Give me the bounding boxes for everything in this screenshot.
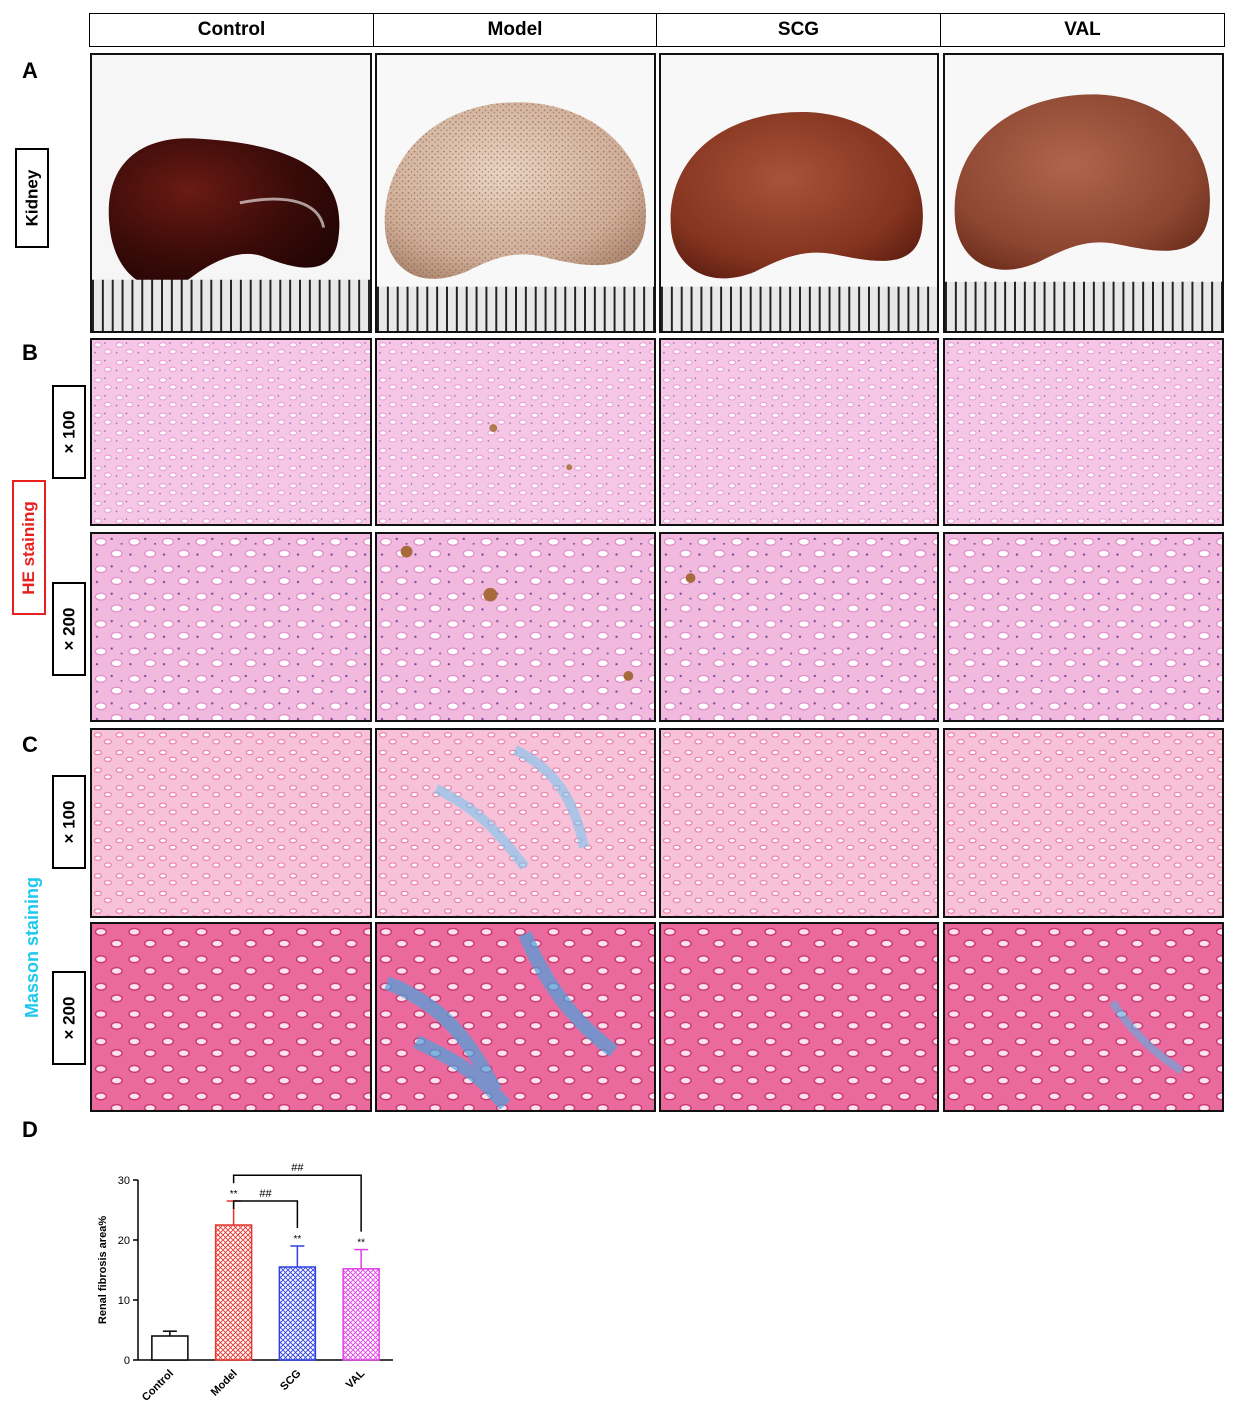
masson-200-scg — [659, 922, 939, 1112]
column-header-scg: SCG — [657, 13, 941, 47]
he-200-scg — [659, 532, 939, 722]
comparison-label: ## — [291, 1162, 304, 1174]
significance-mark: ** — [230, 1189, 238, 1200]
bar-val — [342, 1268, 380, 1361]
significance-mark: ** — [357, 1238, 365, 1249]
row-label-he-staining: HE staining — [12, 480, 46, 615]
comparison-bracket — [232, 1174, 362, 1232]
he-100-model — [375, 338, 656, 526]
panel-letter-c: C — [22, 732, 38, 757]
mag-masson-200-text: × 200 — [59, 996, 79, 1040]
masson-200-val — [943, 922, 1224, 1112]
he-100-control — [90, 338, 372, 526]
panel-letter-b: B — [22, 340, 38, 365]
x-tick-label: VAL — [344, 1367, 368, 1391]
mag-label-he-200: × 200 — [52, 582, 86, 676]
panel-letter-a: A — [22, 58, 38, 83]
mag-masson-100-text: × 100 — [59, 800, 79, 844]
mag-he-200-text: × 200 — [59, 607, 79, 651]
y-tick-label: 10 — [118, 1295, 130, 1307]
he-label-text: HE staining — [19, 500, 39, 595]
he-100-val — [943, 338, 1224, 526]
mag-label-masson-100: × 100 — [52, 775, 86, 869]
mag-he-100-text: × 100 — [59, 410, 79, 454]
masson-label-text: Masson staining — [22, 876, 43, 1019]
masson-100-control — [90, 728, 372, 918]
y-tick-label: 20 — [118, 1235, 130, 1247]
fibrosis-bar-chart: 0 10 20 30 Renal fibrosis area% Control ** Mode… — [88, 1130, 408, 1420]
y-tick-label: 0 — [124, 1355, 130, 1367]
column-header-val: VAL — [941, 13, 1225, 47]
x-tick-label: SCG — [278, 1368, 303, 1393]
significance-mark: ** — [293, 1234, 301, 1245]
column-header-control: Control — [89, 13, 374, 47]
fibrosis-chart-svg: 0 10 20 30 Renal fibrosis area% Control ** Mode… — [97, 1162, 393, 1404]
kidney-photo-control — [90, 53, 372, 333]
column-header-model: Model — [374, 13, 657, 47]
mag-label-masson-200: × 200 — [52, 971, 86, 1065]
masson-200-model — [375, 922, 656, 1112]
panel-letter-d: D — [22, 1117, 38, 1142]
row-label-kidney: Kidney — [15, 148, 49, 248]
he-200-model — [375, 532, 656, 722]
masson-100-model — [375, 728, 656, 918]
comparison-bracket — [232, 1200, 299, 1228]
mag-label-he-100: × 100 — [52, 385, 86, 479]
row-label-masson-staining: Masson staining — [18, 865, 48, 1030]
masson-100-val — [943, 728, 1224, 918]
bar-scg — [278, 1266, 317, 1361]
x-tick-label: Control — [140, 1368, 176, 1404]
bar-model — [214, 1224, 253, 1361]
he-100-scg — [659, 338, 939, 526]
kidney-photo-scg — [659, 53, 939, 333]
kidney-photo-model — [375, 53, 656, 333]
kidney-photo-val — [943, 53, 1224, 333]
comparison-label: ## — [259, 1188, 272, 1200]
y-tick-label: 30 — [118, 1175, 130, 1187]
masson-200-control — [90, 922, 372, 1112]
he-200-val — [943, 532, 1224, 722]
masson-100-scg — [659, 728, 939, 918]
kidney-label-text: Kidney — [22, 169, 41, 227]
y-axis-label: Renal fibrosis area% — [97, 1216, 109, 1324]
he-200-control — [90, 532, 372, 722]
x-tick-label: Model — [209, 1368, 240, 1399]
bar-control — [151, 1335, 189, 1361]
